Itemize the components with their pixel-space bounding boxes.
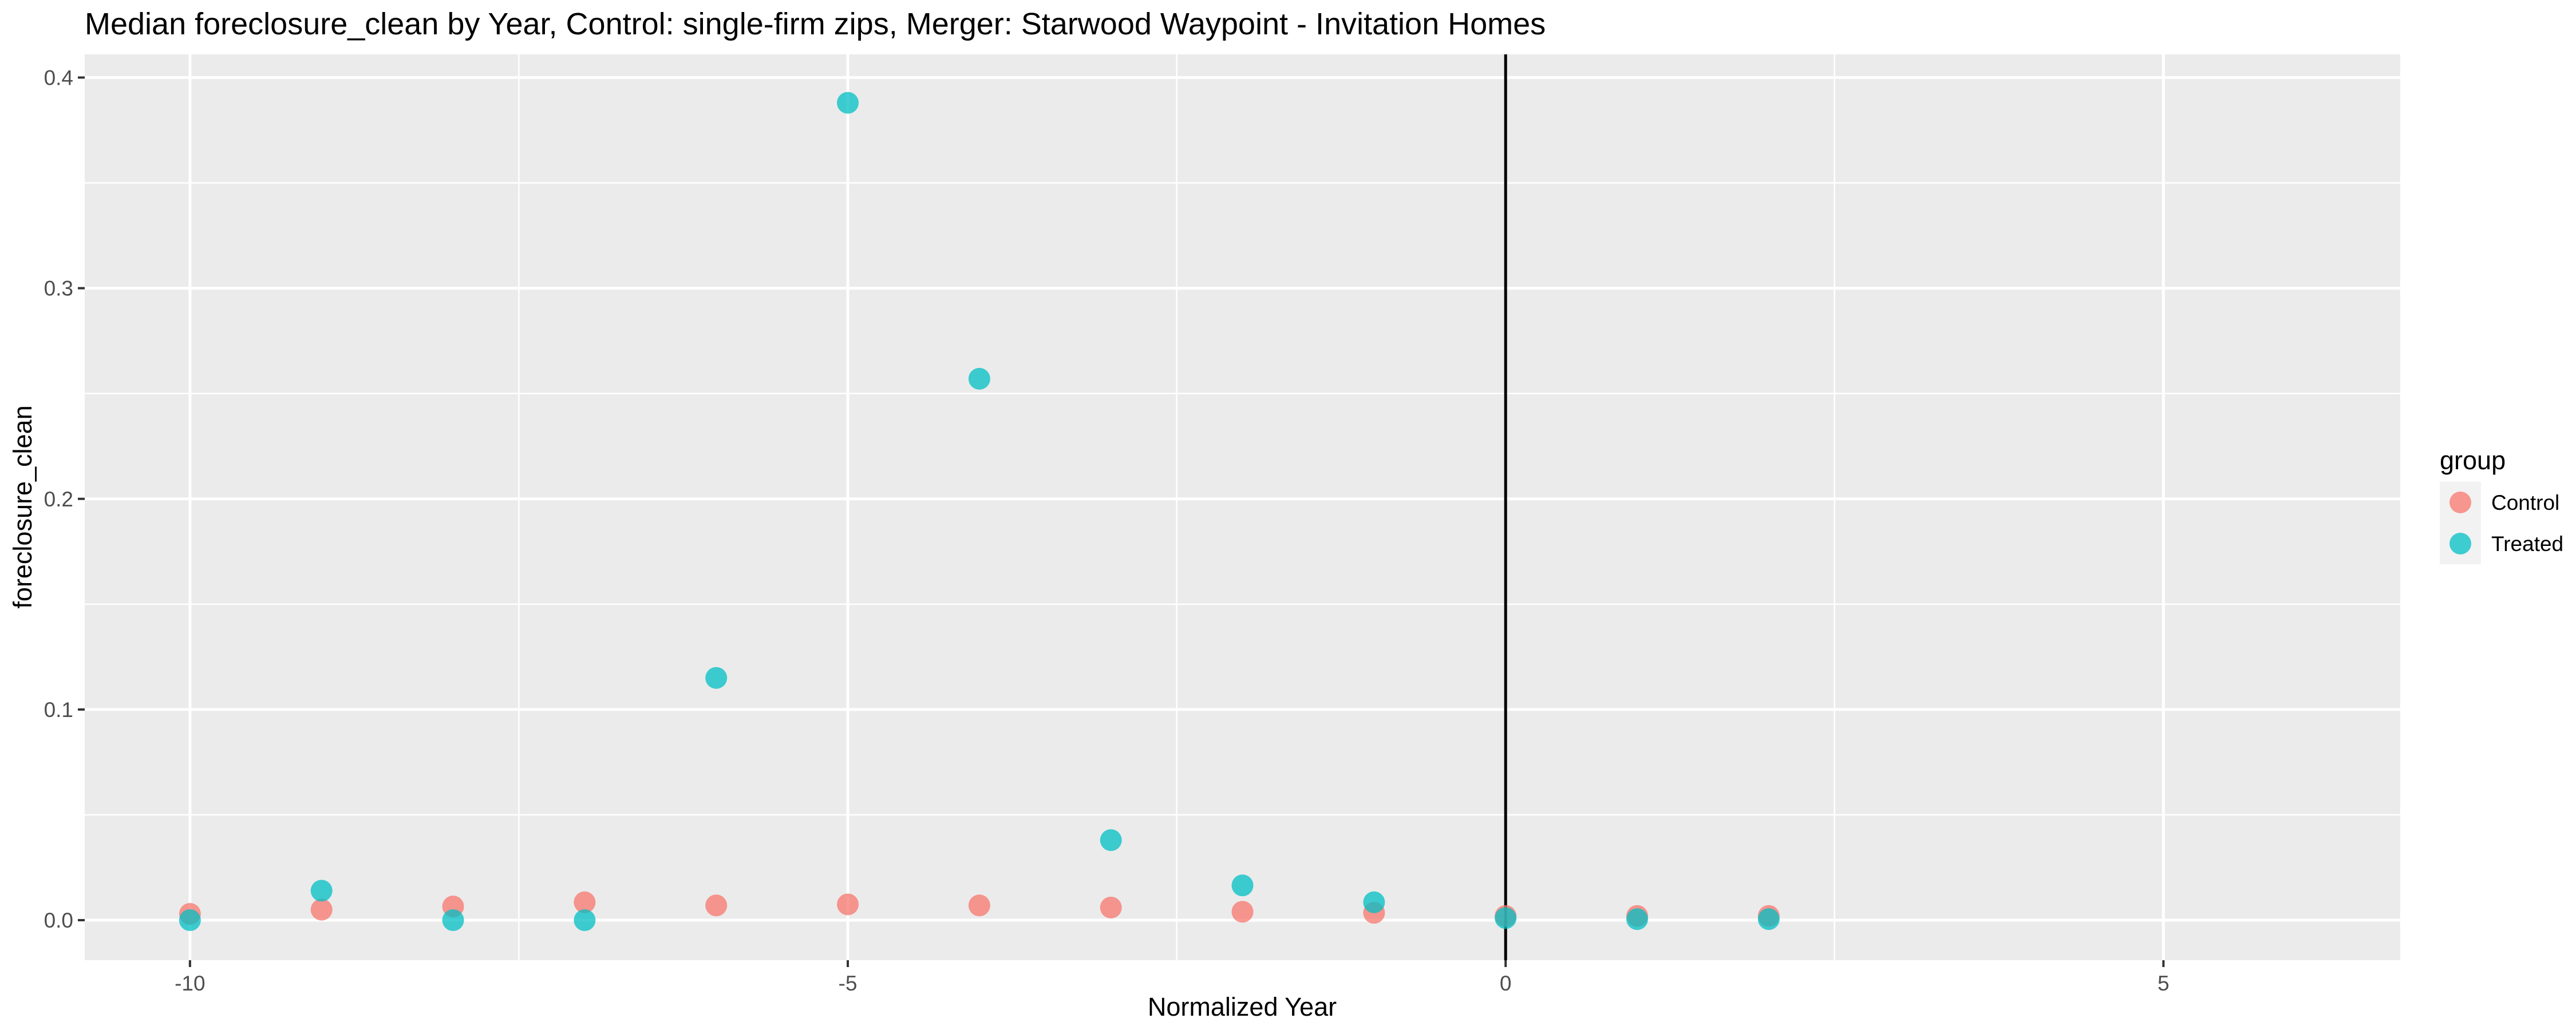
y-tick-label: 0.4	[44, 66, 73, 89]
data-point-treated	[442, 909, 464, 932]
legend-title: group	[2440, 446, 2506, 475]
x-axis-title: Normalized Year	[1148, 992, 1337, 1021]
data-point-treated	[179, 909, 201, 932]
data-point-treated	[705, 667, 728, 689]
data-point-treated	[310, 880, 333, 902]
legend: group Control Treated	[2440, 446, 2563, 564]
data-point-control	[705, 894, 728, 917]
data-point-control	[837, 893, 859, 916]
grid-minor	[85, 54, 2400, 960]
data-point-treated	[968, 367, 990, 390]
data-point-control	[574, 891, 596, 913]
data-point-treated	[1231, 874, 1254, 897]
data-point-control	[968, 894, 990, 917]
chart-title: Median foreclosure_clean by Year, Contro…	[85, 7, 1546, 41]
y-tick-label: 0.2	[44, 488, 73, 511]
y-tick-label: 0.1	[44, 698, 73, 722]
plot-panel	[85, 54, 2400, 960]
data-points	[179, 92, 1780, 932]
data-point-treated	[1626, 908, 1648, 930]
x-tick-label: -5	[839, 972, 858, 995]
x-axis: -10 -5 0 5	[175, 960, 2170, 995]
data-point-control	[1231, 901, 1254, 923]
x-tick-label: -10	[175, 972, 205, 995]
legend-label-treated: Treated	[2491, 532, 2563, 556]
data-point-treated	[574, 909, 596, 932]
y-axis-title: foreclosure_clean	[8, 405, 37, 608]
data-point-treated	[1757, 908, 1780, 930]
data-point-treated	[1363, 891, 1385, 913]
data-point-treated	[1100, 829, 1122, 851]
grid-major	[85, 54, 2400, 960]
x-tick-label: 5	[2158, 972, 2170, 995]
y-tick-label: 0.3	[44, 277, 73, 300]
legend-label-control: Control	[2491, 491, 2559, 514]
x-tick-label: 0	[1500, 972, 1512, 995]
y-axis: 0.0 0.1 0.2 0.3 0.4	[44, 66, 85, 932]
series-treated	[179, 92, 1780, 932]
y-tick-label: 0.0	[44, 909, 73, 932]
data-point-treated	[837, 92, 859, 114]
legend-key-control	[2449, 492, 2471, 513]
legend-items: Control Treated	[2440, 482, 2563, 564]
legend-key-treated	[2449, 533, 2471, 554]
data-point-treated	[1495, 907, 1517, 929]
data-point-control	[310, 898, 333, 921]
data-point-control	[1100, 896, 1122, 918]
